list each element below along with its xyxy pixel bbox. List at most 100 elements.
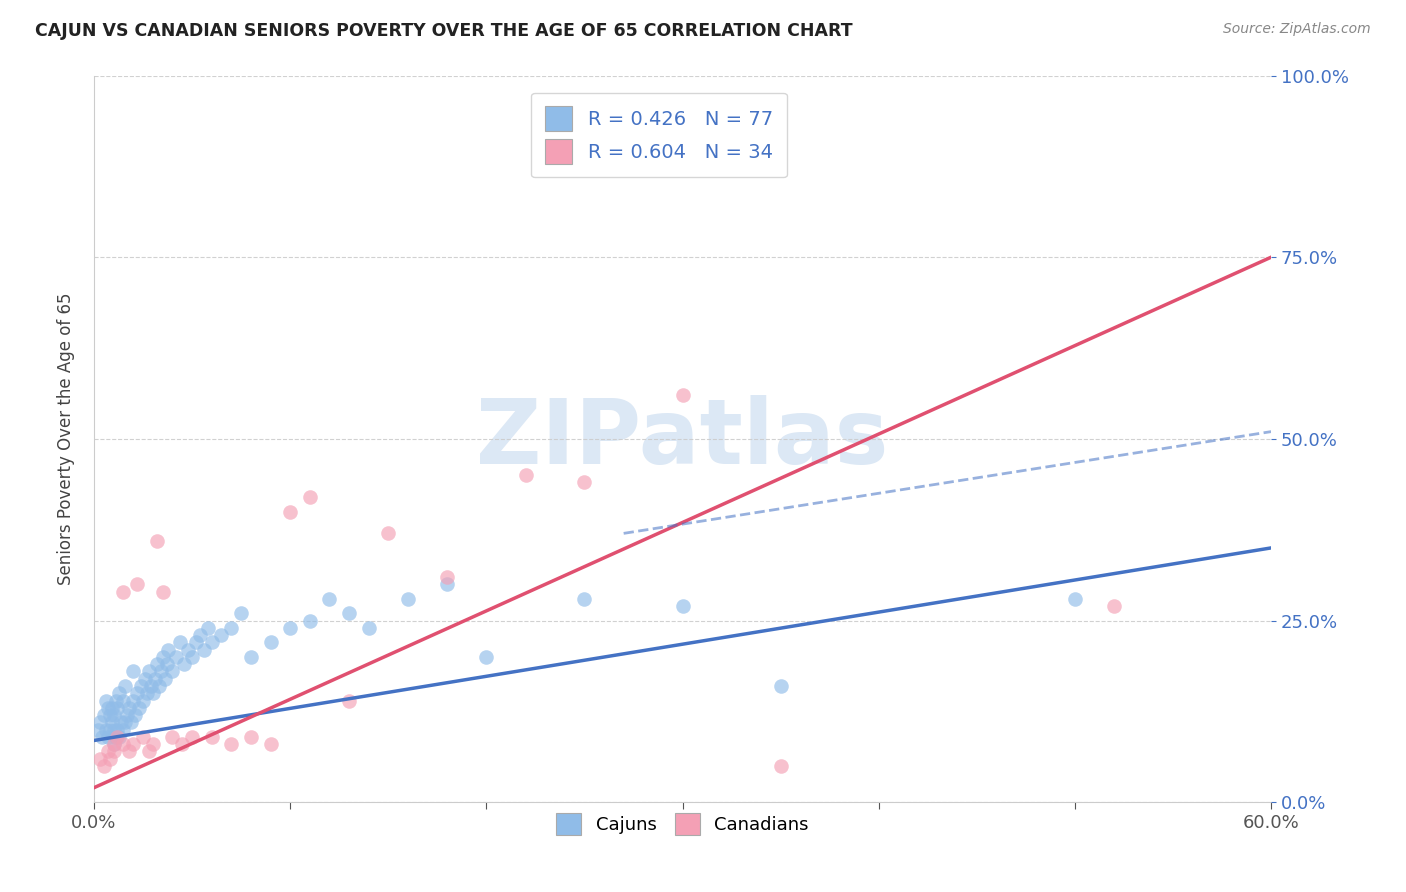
Point — [132, 730, 155, 744]
Point — [128, 700, 150, 714]
Point — [169, 635, 191, 649]
Point — [118, 744, 141, 758]
Point — [122, 693, 145, 707]
Point — [120, 715, 142, 730]
Point — [152, 584, 174, 599]
Point — [97, 744, 120, 758]
Point — [97, 700, 120, 714]
Point — [94, 693, 117, 707]
Point — [107, 700, 129, 714]
Point — [108, 730, 131, 744]
Point — [337, 607, 360, 621]
Point — [173, 657, 195, 672]
Point — [112, 693, 135, 707]
Point — [172, 737, 194, 751]
Point — [181, 649, 204, 664]
Point — [769, 759, 792, 773]
Point — [149, 665, 172, 679]
Point — [1102, 599, 1125, 613]
Point — [298, 490, 321, 504]
Point — [396, 591, 419, 606]
Point — [436, 570, 458, 584]
Legend: Cajuns, Canadians: Cajuns, Canadians — [547, 804, 818, 844]
Point — [112, 737, 135, 751]
Point — [259, 635, 281, 649]
Text: ZIPat​las: ZIPat​las — [477, 395, 889, 483]
Point — [181, 730, 204, 744]
Point — [129, 679, 152, 693]
Point — [103, 708, 125, 723]
Point — [87, 723, 110, 737]
Point — [671, 599, 693, 613]
Point — [1064, 591, 1087, 606]
Point — [259, 737, 281, 751]
Point — [114, 715, 136, 730]
Point — [475, 649, 498, 664]
Point — [122, 665, 145, 679]
Point — [142, 686, 165, 700]
Point — [278, 505, 301, 519]
Point — [89, 715, 111, 730]
Point — [127, 577, 149, 591]
Point — [239, 730, 262, 744]
Point — [100, 700, 122, 714]
Point — [98, 708, 121, 723]
Text: CAJUN VS CANADIAN SENIORS POVERTY OVER THE AGE OF 65 CORRELATION CHART: CAJUN VS CANADIAN SENIORS POVERTY OVER T… — [35, 22, 853, 40]
Point — [143, 672, 166, 686]
Point — [107, 730, 129, 744]
Point — [94, 723, 117, 737]
Point — [104, 693, 127, 707]
Point — [219, 737, 242, 751]
Point — [157, 642, 180, 657]
Point — [107, 723, 129, 737]
Point — [103, 737, 125, 751]
Point — [118, 700, 141, 714]
Point — [201, 730, 224, 744]
Point — [574, 475, 596, 490]
Point — [229, 607, 252, 621]
Point — [153, 672, 176, 686]
Point — [112, 723, 135, 737]
Point — [155, 657, 177, 672]
Point — [135, 686, 157, 700]
Point — [219, 621, 242, 635]
Point — [318, 591, 340, 606]
Point — [112, 584, 135, 599]
Y-axis label: Seniors Poverty Over the Age of 65: Seniors Poverty Over the Age of 65 — [58, 293, 75, 585]
Point — [108, 686, 131, 700]
Point — [124, 708, 146, 723]
Point — [162, 730, 184, 744]
Point — [98, 723, 121, 737]
Point — [188, 628, 211, 642]
Point — [117, 708, 139, 723]
Point — [89, 752, 111, 766]
Point — [103, 723, 125, 737]
Point — [145, 533, 167, 548]
Point — [138, 744, 160, 758]
Point — [142, 737, 165, 751]
Point — [201, 635, 224, 649]
Point — [103, 737, 125, 751]
Text: Source: ZipAtlas.com: Source: ZipAtlas.com — [1223, 22, 1371, 37]
Point — [574, 591, 596, 606]
Point — [139, 679, 162, 693]
Point — [298, 614, 321, 628]
Point — [197, 621, 219, 635]
Point — [337, 693, 360, 707]
Point — [193, 642, 215, 657]
Point — [93, 759, 115, 773]
Point — [671, 388, 693, 402]
Point — [93, 708, 115, 723]
Point — [357, 621, 380, 635]
Point — [98, 752, 121, 766]
Point — [114, 679, 136, 693]
Point — [148, 679, 170, 693]
Point — [515, 468, 537, 483]
Point — [177, 642, 200, 657]
Point — [104, 730, 127, 744]
Point — [122, 737, 145, 751]
Point — [138, 665, 160, 679]
Point — [436, 577, 458, 591]
Point — [90, 730, 112, 744]
Point — [162, 665, 184, 679]
